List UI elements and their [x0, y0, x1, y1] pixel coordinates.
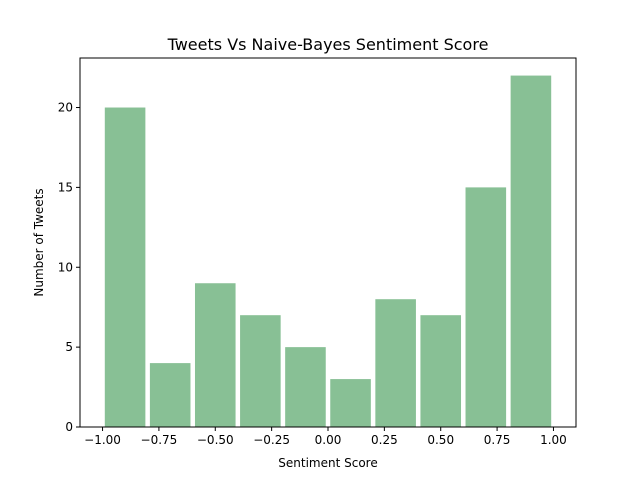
y-axis: 0 5 10 15 20: [58, 101, 80, 434]
x-tick-label: 0.25: [371, 433, 398, 447]
x-tick-label: 1.00: [540, 433, 567, 447]
y-tick-label: 5: [65, 340, 73, 354]
bar: [104, 107, 146, 428]
y-tick-label: 20: [58, 101, 73, 115]
bar: [285, 347, 326, 427]
bar: [194, 283, 236, 427]
bar: [375, 299, 416, 427]
bar: [420, 315, 462, 427]
bar: [240, 315, 281, 427]
bars: [104, 75, 552, 428]
y-tick-label: 15: [58, 180, 73, 194]
x-tick-label: 0.75: [484, 433, 511, 447]
y-tick-label: 10: [58, 260, 73, 274]
y-tick-label: 0: [65, 420, 73, 434]
x-tick-label: −0.75: [141, 433, 178, 447]
x-axis-label: Sentiment Score: [278, 456, 377, 470]
bar: [465, 187, 507, 427]
bar: [330, 379, 371, 427]
x-tick-label: 0.50: [427, 433, 454, 447]
x-axis: −1.00 −0.75 −0.50 −0.25 0.00 0.25 0.50 0.75 1.00: [84, 427, 567, 447]
x-tick-label: −1.00: [84, 433, 121, 447]
bar: [510, 75, 552, 428]
x-tick-label: −0.50: [197, 433, 234, 447]
x-tick-label: −0.25: [253, 433, 290, 447]
x-tick-label: 0.00: [315, 433, 342, 447]
chart-title: Tweets Vs Naive-Bayes Sentiment Score: [167, 35, 489, 54]
bar: [149, 363, 191, 427]
y-axis-label: Number of Tweets: [32, 188, 46, 296]
